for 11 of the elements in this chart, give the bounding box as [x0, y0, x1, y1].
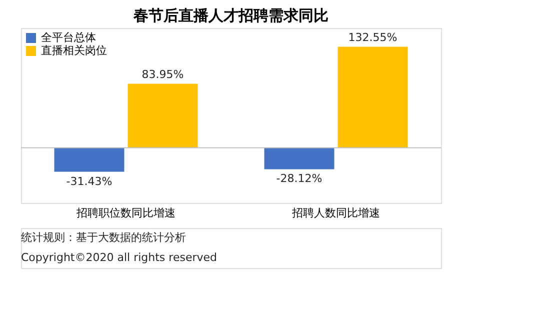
- legend-label: 直播相关岗位: [41, 44, 107, 57]
- text: Copyright©2020 all rights reserved: [21, 251, 217, 264]
- data-label: -28.12%: [276, 172, 322, 186]
- text: 统计规则：基于大数据的统计分析: [21, 231, 186, 244]
- x-tick-label: 招聘人数同比增速: [291, 206, 380, 220]
- data-label: 132.55%: [348, 30, 398, 44]
- legend-label: 全平台总体: [41, 31, 96, 44]
- x-tick-label: 招聘职位数同比增速: [76, 206, 176, 220]
- data-label: 83.95%: [142, 68, 184, 81]
- data-label: -31.43%: [66, 174, 112, 188]
- chart-title: 春节后直播人才招聘需求同比: [132, 6, 328, 24]
